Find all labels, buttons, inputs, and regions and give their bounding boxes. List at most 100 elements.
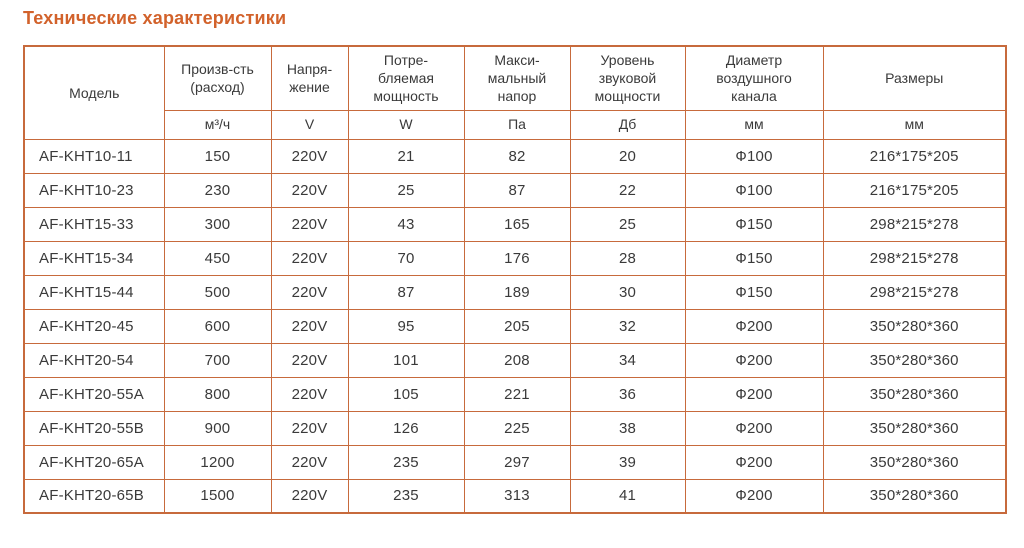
- value-cell: 126: [347, 410, 465, 446]
- value-cell: 350*280*360: [822, 308, 1007, 344]
- value-cell: 30: [569, 274, 686, 310]
- value-cell: 800: [163, 376, 272, 412]
- value-cell: 25: [569, 206, 686, 242]
- value-cell: Ф200: [684, 308, 824, 344]
- value-cell: 235: [347, 444, 465, 480]
- table-row: AF-KHT15-44 500 220V 87 189 30 Ф150 298*215*278: [23, 274, 1007, 310]
- value-cell: Ф200: [684, 342, 824, 378]
- table-row: AF-KHT20-55A 800 220V 105 221 36 Ф200 350*280*3…: [23, 376, 1007, 412]
- page: Технические характеристики Модель Произв…: [23, 8, 1007, 515]
- col-header-power: Потре- бляемая мощность: [347, 45, 465, 111]
- value-cell: Ф200: [684, 478, 824, 514]
- unit-duct-diameter: мм: [684, 109, 824, 140]
- value-cell: 176: [463, 240, 571, 276]
- value-cell: Ф150: [684, 206, 824, 242]
- col-header-dimensions: Размеры: [822, 45, 1007, 111]
- value-cell: 165: [463, 206, 571, 242]
- value-cell: Ф100: [684, 138, 824, 174]
- unit-dimensions: мм: [822, 109, 1007, 140]
- value-cell: 225: [463, 410, 571, 446]
- value-cell: 216*175*205: [822, 138, 1007, 174]
- value-cell: 350*280*360: [822, 376, 1007, 412]
- value-cell: Ф150: [684, 240, 824, 276]
- value-cell: 700: [163, 342, 272, 378]
- table-row: AF-KHT20-55B 900 220V 126 225 38 Ф200 350*280*3…: [23, 410, 1007, 446]
- value-cell: 150: [163, 138, 272, 174]
- value-cell: 900: [163, 410, 272, 446]
- value-cell: 313: [463, 478, 571, 514]
- value-cell: 220V: [270, 240, 349, 276]
- col-header-duct-diameter: Диаметр воздушного канала: [684, 45, 824, 111]
- table-row: AF-KHT10-23 230 220V 25 87 22 Ф100 216*175*205: [23, 172, 1007, 208]
- table-row: AF-KHT15-33 300 220V 43 165 25 Ф150 298*215*278: [23, 206, 1007, 242]
- value-cell: 28: [569, 240, 686, 276]
- model-cell: AF-KHT20-55B: [23, 410, 165, 446]
- value-cell: 22: [569, 172, 686, 208]
- value-cell: 216*175*205: [822, 172, 1007, 208]
- value-cell: 230: [163, 172, 272, 208]
- value-cell: 298*215*278: [822, 206, 1007, 242]
- value-cell: 36: [569, 376, 686, 412]
- value-cell: 298*215*278: [822, 274, 1007, 310]
- model-cell: AF-KHT10-23: [23, 172, 165, 208]
- value-cell: 450: [163, 240, 272, 276]
- specs-table: Модель Произв-сть (расход) Напря- жение …: [23, 45, 1007, 515]
- value-cell: 34: [569, 342, 686, 378]
- model-cell: AF-KHT15-44: [23, 274, 165, 310]
- value-cell: 1500: [163, 478, 272, 514]
- value-cell: 220V: [270, 138, 349, 174]
- value-cell: 1200: [163, 444, 272, 480]
- units-row: м³/ч V W Па Дб мм мм: [24, 109, 1007, 140]
- value-cell: 300: [163, 206, 272, 242]
- unit-max-pressure: Па: [463, 109, 571, 140]
- value-cell: 105: [347, 376, 465, 412]
- value-cell: 221: [463, 376, 571, 412]
- value-cell: 220V: [270, 274, 349, 310]
- value-cell: 600: [163, 308, 272, 344]
- unit-power: W: [347, 109, 465, 140]
- model-cell: AF-KHT20-54: [23, 342, 165, 378]
- model-cell: AF-KHT20-65A: [23, 444, 165, 480]
- value-cell: 82: [463, 138, 571, 174]
- value-cell: 350*280*360: [822, 478, 1007, 514]
- model-cell: AF-KHT20-45: [23, 308, 165, 344]
- value-cell: 39: [569, 444, 686, 480]
- value-cell: 220V: [270, 410, 349, 446]
- col-header-voltage: Напря- жение: [270, 45, 349, 111]
- value-cell: 95: [347, 308, 465, 344]
- model-cell: AF-KHT20-55A: [23, 376, 165, 412]
- value-cell: 350*280*360: [822, 342, 1007, 378]
- value-cell: 220V: [270, 478, 349, 514]
- col-header-flow: Произв-сть (расход): [163, 45, 272, 111]
- value-cell: 500: [163, 274, 272, 310]
- table-row: AF-KHT20-45 600 220V 95 205 32 Ф200 350*280*360: [23, 308, 1007, 344]
- model-cell: AF-KHT20-65B: [23, 478, 165, 514]
- col-header-max-pressure: Макси- мальный напор: [463, 45, 571, 111]
- table-body: AF-KHT10-11 150 220V 21 82 20 Ф100 216*175*205 A…: [23, 138, 1007, 514]
- col-header-model: Модель: [23, 45, 165, 140]
- value-cell: 208: [463, 342, 571, 378]
- value-cell: 205: [463, 308, 571, 344]
- value-cell: 220V: [270, 342, 349, 378]
- value-cell: 350*280*360: [822, 444, 1007, 480]
- col-header-sound-level: Уровень звуковой мощности: [569, 45, 686, 111]
- value-cell: 189: [463, 274, 571, 310]
- value-cell: 220V: [270, 172, 349, 208]
- value-cell: Ф200: [684, 376, 824, 412]
- value-cell: Ф150: [684, 274, 824, 310]
- value-cell: 298*215*278: [822, 240, 1007, 276]
- value-cell: 220V: [270, 308, 349, 344]
- value-cell: 87: [463, 172, 571, 208]
- value-cell: 25: [347, 172, 465, 208]
- unit-flow: м³/ч: [163, 109, 272, 140]
- value-cell: Ф200: [684, 444, 824, 480]
- model-cell: AF-KHT10-11: [23, 138, 165, 174]
- value-cell: 101: [347, 342, 465, 378]
- value-cell: 21: [347, 138, 465, 174]
- value-cell: 41: [569, 478, 686, 514]
- value-cell: 220V: [270, 376, 349, 412]
- value-cell: 43: [347, 206, 465, 242]
- value-cell: 38: [569, 410, 686, 446]
- value-cell: 235: [347, 478, 465, 514]
- value-cell: Ф200: [684, 410, 824, 446]
